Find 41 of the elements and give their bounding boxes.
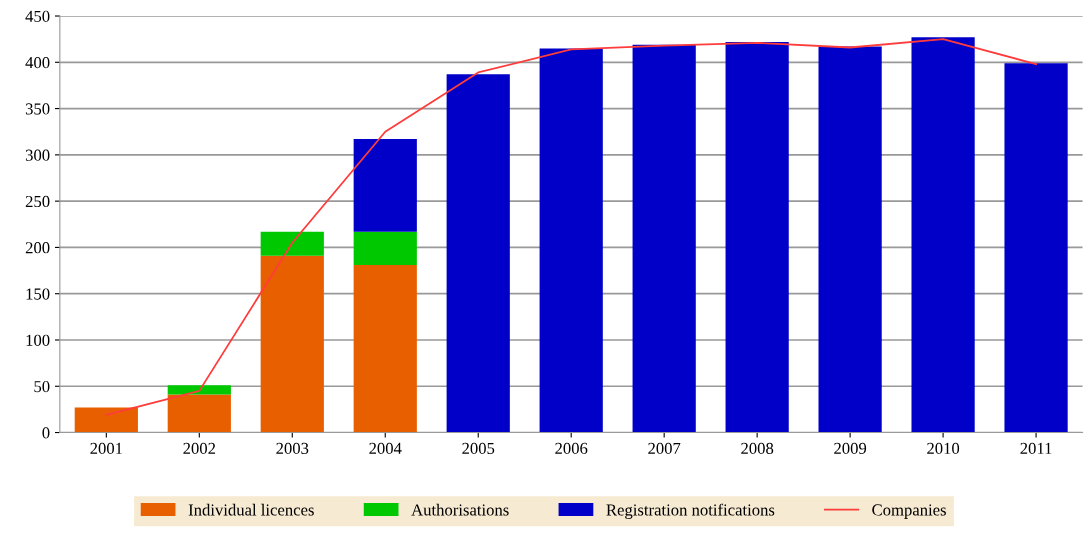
x-tick-label: 2009 <box>834 442 867 454</box>
y-tick-label: 150 <box>26 288 50 300</box>
bar <box>539 48 603 433</box>
bar <box>632 44 696 433</box>
bar <box>911 37 975 433</box>
x-tick-label: 2003 <box>276 442 309 454</box>
line-series <box>105 38 1037 416</box>
x-tick-label: 2011 <box>1020 442 1052 454</box>
legend-label: Registration notifications <box>606 503 775 519</box>
legend-label: Individual licences <box>188 503 314 516</box>
bar <box>446 74 510 433</box>
y-tick-label: 0 <box>42 427 50 439</box>
y-tick-label: 400 <box>25 57 50 69</box>
y-tick-label: 350 <box>25 103 50 115</box>
x-tick-label: 2004 <box>369 442 402 454</box>
bar <box>1004 63 1068 433</box>
x-tick-label: 2005 <box>462 442 495 454</box>
bar <box>167 385 231 395</box>
y-tick-label: 250 <box>25 195 50 208</box>
bar <box>74 407 138 433</box>
x-tick-label: 2007 <box>648 442 681 454</box>
x-tick-label: 2008 <box>741 442 774 454</box>
legend-label: Authorisations <box>411 503 509 516</box>
x-tick-label: 2010 <box>927 442 960 454</box>
bar <box>167 394 231 433</box>
bar <box>818 46 882 433</box>
bar <box>725 41 789 433</box>
x-tick-label: 2001 <box>90 442 122 454</box>
bar <box>353 265 417 433</box>
y-tick-label: 450 <box>25 10 50 22</box>
legend-label: Companies <box>872 504 946 519</box>
bar <box>353 231 417 266</box>
y-tick-label: 50 <box>34 380 50 393</box>
y-tick-label: 100 <box>26 334 50 346</box>
y-tick-label: 300 <box>25 149 50 161</box>
x-tick-label: 2006 <box>555 442 588 454</box>
x-tick-label: 2002 <box>183 442 216 454</box>
bar <box>353 139 417 232</box>
bar <box>260 231 324 256</box>
bar <box>260 255 324 433</box>
y-tick-label: 200 <box>25 242 50 254</box>
